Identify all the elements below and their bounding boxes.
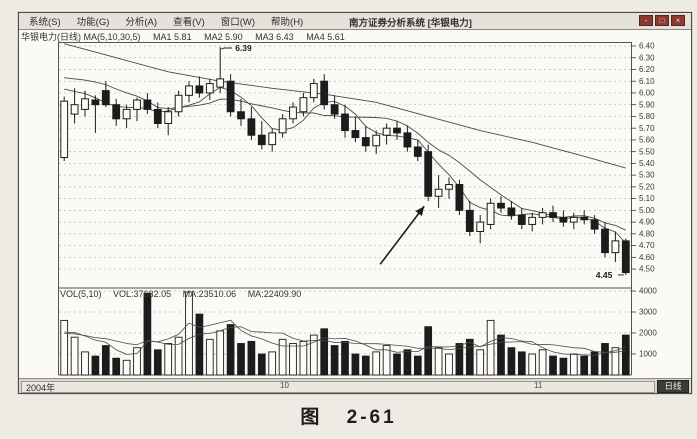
svg-text:6.00: 6.00 <box>639 89 655 98</box>
svg-text:4.45: 4.45 <box>596 270 613 280</box>
svg-text:5.00: 5.00 <box>639 206 655 215</box>
ma3-value: MA3 6.43 <box>255 32 294 42</box>
menu-bar: 系统(S) 功能(G) 分析(A) 查看(V) 窗口(W) 帮助(H) 南方证券… <box>19 13 691 30</box>
svg-text:6.10: 6.10 <box>639 77 655 86</box>
svg-text:5.70: 5.70 <box>639 124 655 133</box>
svg-text:5.50: 5.50 <box>639 147 655 156</box>
year-label: 2004年 <box>26 383 56 393</box>
svg-text:5.20: 5.20 <box>639 182 655 191</box>
svg-text:1000: 1000 <box>639 350 657 359</box>
app-window: 系统(S) 功能(G) 分析(A) 查看(V) 窗口(W) 帮助(H) 南方证券… <box>18 12 692 394</box>
svg-text:5.90: 5.90 <box>639 100 655 109</box>
volume-indicator-readout: VOL(5,10) VOL:37632.05 MA:23510.06 MA:22… <box>60 289 310 299</box>
ma2-value: MA2 5.90 <box>204 32 243 42</box>
svg-text:5.10: 5.10 <box>639 194 655 203</box>
svg-text:6.30: 6.30 <box>639 53 655 62</box>
close-button[interactable]: × <box>671 15 685 26</box>
symbol-period-label: 华银电力(日线) MA(5,10,30,5) <box>21 32 141 42</box>
price-indicator-readout: 华银电力(日线) MA(5,10,30,5) MA1 5.81 MA2 5.90… <box>19 30 691 42</box>
svg-text:6.39: 6.39 <box>235 43 252 53</box>
vol-ma1-value: MA:23510.06 <box>182 289 237 299</box>
ma1-value: MA1 5.81 <box>153 32 192 42</box>
window-title: 南方证券分析系统 [华银电力] <box>349 18 472 29</box>
vol-ma2-value: MA:22409.90 <box>247 289 302 299</box>
month-tick-10: 10 <box>280 381 289 390</box>
menu-system[interactable]: 系统(S) <box>29 17 61 28</box>
svg-text:4.50: 4.50 <box>639 265 655 274</box>
svg-text:5.80: 5.80 <box>639 112 655 121</box>
svg-text:5.60: 5.60 <box>639 136 655 145</box>
menu-function[interactable]: 功能(G) <box>76 17 110 28</box>
period-badge[interactable]: 日线 <box>657 380 689 393</box>
svg-text:5.30: 5.30 <box>639 171 655 180</box>
svg-text:4.60: 4.60 <box>639 253 655 262</box>
vol-name: VOL(5,10) <box>60 289 102 299</box>
date-scrollbar[interactable]: 2004年 10 11 <box>21 381 655 393</box>
menu-analysis[interactable]: 分析(A) <box>125 17 158 28</box>
ma4-value: MA4 5.61 <box>306 32 345 42</box>
minimize-button[interactable]: - <box>639 15 653 26</box>
vol-value: VOL:37632.05 <box>113 289 172 299</box>
candlestick-chart[interactable]: 6.40 6.30 6.20 6.10 6.00 5.90 5.80 5.70 5.60 5.50… <box>19 42 691 379</box>
svg-text:4.70: 4.70 <box>639 241 655 250</box>
svg-text:4000: 4000 <box>639 287 657 296</box>
restore-button[interactable]: □ <box>655 15 669 26</box>
svg-text:5.40: 5.40 <box>639 159 655 168</box>
month-tick-11: 11 <box>534 381 543 390</box>
menu-view[interactable]: 查看(V) <box>173 17 205 28</box>
svg-text:4.90: 4.90 <box>639 218 655 227</box>
date-status-bar: 2004年 10 11 日线 <box>19 378 691 393</box>
figure-caption: 图 2-61 <box>300 407 397 428</box>
menu-help[interactable]: 帮助(H) <box>271 17 304 28</box>
window-controls: - □ × <box>639 15 685 26</box>
svg-text:6.40: 6.40 <box>639 42 655 51</box>
menu-window[interactable]: 窗口(W) <box>220 17 256 28</box>
svg-text:4.80: 4.80 <box>639 229 655 238</box>
svg-text:2000: 2000 <box>639 329 657 338</box>
svg-text:6.20: 6.20 <box>639 65 655 74</box>
svg-text:3000: 3000 <box>639 308 657 317</box>
